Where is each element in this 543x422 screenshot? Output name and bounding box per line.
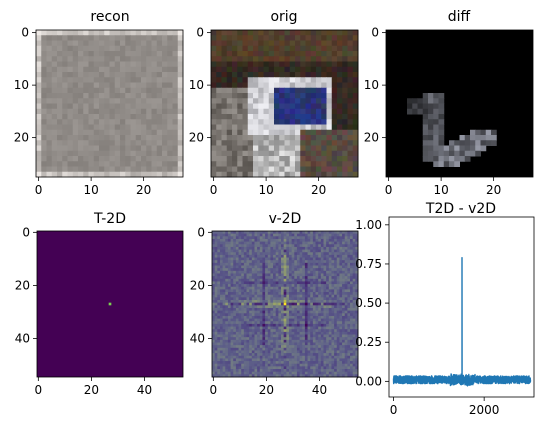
axis-ticks: 0 10 20 0 10 20 <box>189 26 327 197</box>
x-tick-label: 20 <box>136 183 151 197</box>
axis-ticks: 0 20 40 0 20 40 <box>190 225 327 397</box>
axis-ticks: 0 2000 0.00 0.25 0.50 0.75 1.00 <box>355 218 499 417</box>
y-tick-label: 40 <box>190 332 205 346</box>
x-tick-label: 20 <box>311 183 326 197</box>
y-tick-label: 20 <box>15 278 30 292</box>
y-tick-label: 0.50 <box>355 296 382 310</box>
panel-orig: orig 0 10 20 0 10 20 <box>189 9 359 197</box>
y-tick-label: 0.00 <box>355 374 382 388</box>
y-tick-label: 0.75 <box>355 257 382 271</box>
y-tick-label: 20 <box>14 131 29 145</box>
y-tick-label: 0 <box>196 26 204 40</box>
y-tick-label: 0 <box>371 26 379 40</box>
image-pixels <box>36 30 184 178</box>
panel-recon: recon 0 10 20 0 10 20 <box>14 9 184 197</box>
x-tick-label: 40 <box>312 383 327 397</box>
y-tick-label: 0.25 <box>355 335 382 349</box>
y-tick-label: 10 <box>364 78 379 92</box>
peak-pixel <box>108 302 112 306</box>
x-tick-label: 0 <box>35 183 43 197</box>
image-pixels <box>407 93 497 167</box>
axis-ticks: 0 10 20 0 10 20 <box>364 26 502 197</box>
panel-t2d: T-2D 0 20 40 0 20 40 <box>15 211 184 397</box>
image-pixels <box>108 302 112 306</box>
axes-frame <box>385 29 534 178</box>
x-tick-label: 2000 <box>469 403 500 417</box>
x-tick-label: 0 <box>385 183 393 197</box>
y-tick-label: 40 <box>15 332 30 346</box>
axes-frame <box>35 29 184 178</box>
y-tick-label: 0 <box>22 225 30 239</box>
x-tick-label: 10 <box>83 183 98 197</box>
x-tick-label: 10 <box>258 183 273 197</box>
axes-frame <box>36 230 184 378</box>
panel-title: diff <box>448 9 471 25</box>
x-tick-label: 20 <box>84 383 99 397</box>
panel-v2d: v-2D 0 20 40 0 20 40 <box>190 211 359 397</box>
axis-ticks: 0 10 20 0 10 20 <box>14 26 152 197</box>
y-tick-label: 20 <box>364 131 379 145</box>
x-tick-label: 0 <box>390 403 398 417</box>
panel-title: recon <box>90 9 129 25</box>
y-tick-label: 1.00 <box>355 218 382 232</box>
x-tick-label: 40 <box>137 383 152 397</box>
y-tick-label: 10 <box>14 78 29 92</box>
x-tick-label: 10 <box>433 183 448 197</box>
y-tick-label: 0 <box>21 26 29 40</box>
panel-t2d-minus-v2d: T2D - v2D 0 2000 0.00 0.25 0.50 0.75 1.00 <box>355 201 535 417</box>
axes-frame <box>211 230 359 378</box>
image-pixels <box>211 30 359 178</box>
axes-frame <box>388 216 535 398</box>
y-tick-label: 10 <box>189 78 204 92</box>
panel-diff: diff 0 10 20 0 10 20 <box>364 9 534 197</box>
panel-title: orig <box>270 9 297 25</box>
y-tick-label: 20 <box>190 278 205 292</box>
x-tick-label: 0 <box>210 383 218 397</box>
panel-title: v-2D <box>269 211 302 227</box>
peak-pixel <box>283 302 287 306</box>
panel-title: T-2D <box>93 211 126 227</box>
x-tick-label: 0 <box>210 183 218 197</box>
axes-frame <box>210 29 359 178</box>
image-pixels <box>212 231 359 378</box>
y-tick-label: 0 <box>197 225 205 239</box>
x-tick-label: 0 <box>35 383 43 397</box>
series-line <box>392 257 532 387</box>
panel-title: T2D - v2D <box>425 201 496 217</box>
x-tick-label: 20 <box>486 183 501 197</box>
axis-ticks: 0 20 40 0 20 40 <box>15 225 152 397</box>
y-tick-label: 20 <box>189 131 204 145</box>
x-tick-label: 20 <box>259 383 274 397</box>
